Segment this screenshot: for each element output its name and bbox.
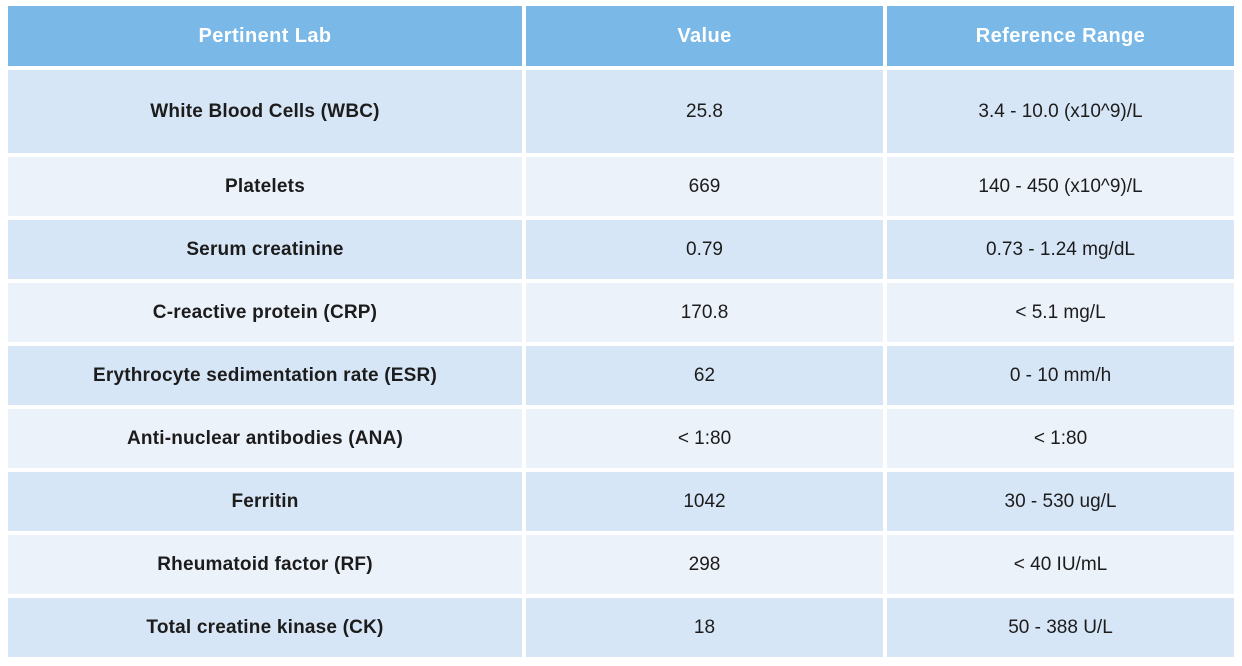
lab-value-cell: 62 — [526, 346, 883, 405]
lab-range-cell: 0 - 10 mm/h — [887, 346, 1234, 405]
lab-name-cell: C-reactive protein (CRP) — [8, 283, 522, 342]
lab-range-cell: 0.73 - 1.24 mg/dL — [887, 220, 1234, 279]
lab-value-cell: < 1:80 — [526, 409, 883, 468]
lab-name-cell: Total creatine kinase (CK) — [8, 598, 522, 657]
column-header-value: Value — [526, 6, 883, 66]
lab-value-cell: 25.8 — [526, 70, 883, 153]
lab-value-cell: 0.79 — [526, 220, 883, 279]
lab-name-cell: Serum creatinine — [8, 220, 522, 279]
lab-name-cell: Ferritin — [8, 472, 522, 531]
lab-value-cell: 1042 — [526, 472, 883, 531]
lab-value-cell: 669 — [526, 157, 883, 216]
lab-name-cell: Platelets — [8, 157, 522, 216]
lab-range-cell: 140 - 450 (x10^9)/L — [887, 157, 1234, 216]
lab-name-cell: Rheumatoid factor (RF) — [8, 535, 522, 594]
lab-name-cell: Anti-nuclear antibodies (ANA) — [8, 409, 522, 468]
column-header-pertinent-lab: Pertinent Lab — [8, 6, 522, 66]
lab-range-cell: 50 - 388 U/L — [887, 598, 1234, 657]
lab-name-cell: White Blood Cells (WBC) — [8, 70, 522, 153]
table-grid: Pertinent Lab Value Reference Range Whit… — [8, 6, 1234, 657]
lab-name-cell: Erythrocyte sedimentation rate (ESR) — [8, 346, 522, 405]
lab-value-cell: 170.8 — [526, 283, 883, 342]
lab-range-cell: 3.4 - 10.0 (x10^9)/L — [887, 70, 1234, 153]
lab-range-cell: < 1:80 — [887, 409, 1234, 468]
column-header-reference-range: Reference Range — [887, 6, 1234, 66]
lab-range-cell: < 5.1 mg/L — [887, 283, 1234, 342]
lab-range-cell: 30 - 530 ug/L — [887, 472, 1234, 531]
lab-range-cell: < 40 IU/mL — [887, 535, 1234, 594]
lab-value-cell: 18 — [526, 598, 883, 657]
lab-value-cell: 298 — [526, 535, 883, 594]
